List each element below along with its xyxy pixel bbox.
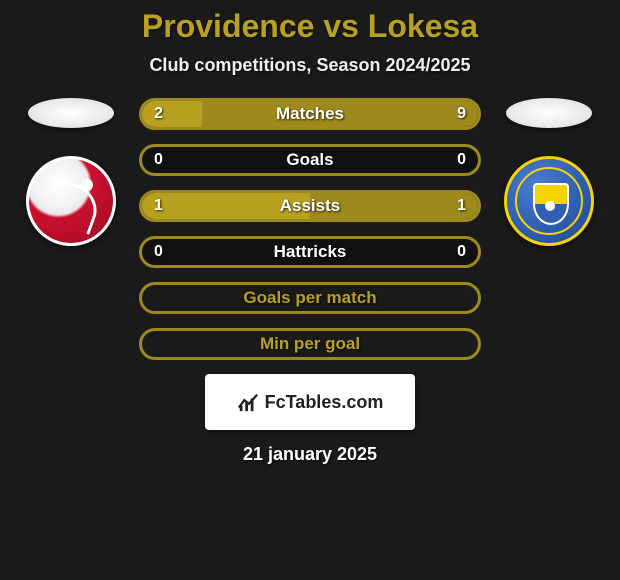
subtitle: Club competitions, Season 2024/2025	[0, 55, 620, 76]
stat-bar-assists: 1 1 Assists	[139, 190, 481, 222]
date-label: 21 january 2025	[0, 444, 620, 465]
team-right-name-oval	[506, 98, 592, 128]
chart-icon	[237, 391, 259, 413]
stat-value-left: 0	[154, 151, 163, 169]
team-right-column	[499, 98, 599, 246]
stat-value-right: 0	[457, 243, 466, 261]
main-row: 2 9 Matches 0 0 Goals 1 1 Assists 0 0 Hattricks Goal…	[0, 98, 620, 360]
stat-label: Goals	[286, 150, 333, 170]
stat-bar-min-per-goal: Min per goal	[139, 328, 481, 360]
stat-bar-goals-per-match: Goals per match	[139, 282, 481, 314]
stat-bar-matches: 2 9 Matches	[139, 98, 481, 130]
stat-value-right: 9	[457, 105, 466, 123]
page-title: Providence vs Lokesa	[0, 8, 620, 45]
stat-label: Hattricks	[274, 242, 347, 262]
brand-box[interactable]: FcTables.com	[205, 374, 415, 430]
badge-ball-icon	[81, 179, 93, 191]
brand-label: FcTables.com	[265, 392, 384, 413]
stat-label: Matches	[276, 104, 344, 124]
team-left-name-oval	[28, 98, 114, 128]
stat-bar-goals: 0 0 Goals	[139, 144, 481, 176]
stat-bars: 2 9 Matches 0 0 Goals 1 1 Assists 0 0 Hattricks Goal…	[139, 98, 481, 360]
badge-ball-icon	[545, 201, 555, 211]
stat-fill-left	[142, 101, 202, 127]
comparison-card: Providence vs Lokesa Club competitions, …	[0, 0, 620, 465]
stat-label: Assists	[280, 196, 340, 216]
stat-value-right: 0	[457, 151, 466, 169]
stat-value-left: 1	[154, 197, 163, 215]
team-right-badge	[504, 156, 594, 246]
stat-value-left: 0	[154, 243, 163, 261]
stat-value-right: 1	[457, 197, 466, 215]
team-left-column	[21, 98, 121, 246]
team-left-badge	[26, 156, 116, 246]
stat-value-left: 2	[154, 105, 163, 123]
stat-bar-hattricks: 0 0 Hattricks	[139, 236, 481, 268]
